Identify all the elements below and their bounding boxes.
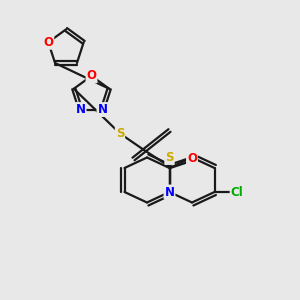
Text: O: O [187,152,197,166]
Text: N: N [76,103,85,116]
Text: S: S [116,127,124,140]
Text: Cl: Cl [231,185,243,199]
Text: O: O [43,36,53,49]
Text: S: S [165,151,174,164]
Text: O: O [86,69,97,82]
Text: N: N [164,185,175,199]
Text: N: N [98,103,107,116]
